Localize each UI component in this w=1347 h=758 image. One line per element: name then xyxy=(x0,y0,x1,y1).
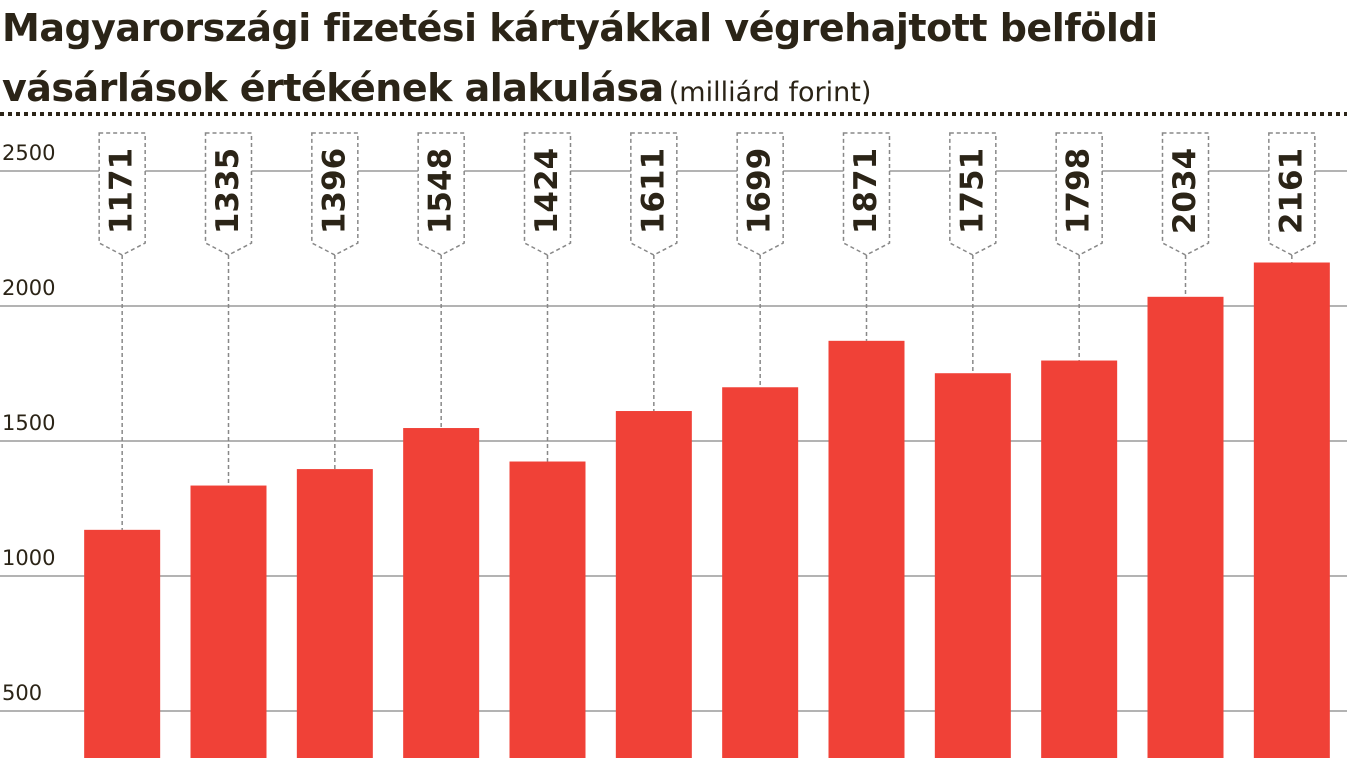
value-label: 1751 xyxy=(954,148,990,234)
value-label: 1171 xyxy=(104,148,140,234)
chart-title: Magyarországi fizetési kártyákkal végreh… xyxy=(2,6,1158,110)
chart-subtitle: (milliárd forint) xyxy=(668,77,872,108)
value-label: 1424 xyxy=(529,148,565,234)
y-tick-label: 500 xyxy=(2,681,42,705)
bar xyxy=(828,340,905,758)
value-label: 1699 xyxy=(742,148,778,234)
label-box xyxy=(1161,132,1210,256)
label-box xyxy=(311,132,359,256)
y-tick-label: 2500 xyxy=(2,141,55,165)
value-label: 1548 xyxy=(423,148,459,234)
label-box xyxy=(417,132,465,256)
label-box xyxy=(949,132,997,256)
label-box xyxy=(204,132,253,256)
bar xyxy=(722,387,799,758)
label-box xyxy=(842,132,891,256)
value-label: 2034 xyxy=(1167,148,1203,234)
bar xyxy=(1147,296,1224,758)
bar xyxy=(1041,360,1118,758)
label-box xyxy=(1055,132,1103,256)
label-box xyxy=(630,132,678,256)
y-tick-label: 2000 xyxy=(2,276,55,300)
bar xyxy=(509,461,586,758)
header: Magyarországi fizetési kártyákkal végreh… xyxy=(2,2,1252,122)
label-box xyxy=(98,132,146,256)
value-label: 1871 xyxy=(848,148,884,234)
value-label: 1798 xyxy=(1061,148,1097,234)
bar xyxy=(403,428,480,758)
label-box xyxy=(736,132,784,256)
bar xyxy=(615,411,692,758)
bar xyxy=(84,529,161,758)
y-tick-label: 1500 xyxy=(2,411,55,435)
bar xyxy=(934,373,1011,758)
bar xyxy=(1253,262,1330,758)
value-label: 1611 xyxy=(635,148,671,234)
y-tick-label: 1000 xyxy=(2,546,55,570)
bar xyxy=(296,469,373,758)
label-box xyxy=(523,132,572,256)
bar xyxy=(190,485,267,758)
label-box xyxy=(1268,132,1316,256)
value-label: 1396 xyxy=(316,148,352,234)
value-label: 2161 xyxy=(1273,148,1309,234)
value-label: 1335 xyxy=(210,148,246,234)
